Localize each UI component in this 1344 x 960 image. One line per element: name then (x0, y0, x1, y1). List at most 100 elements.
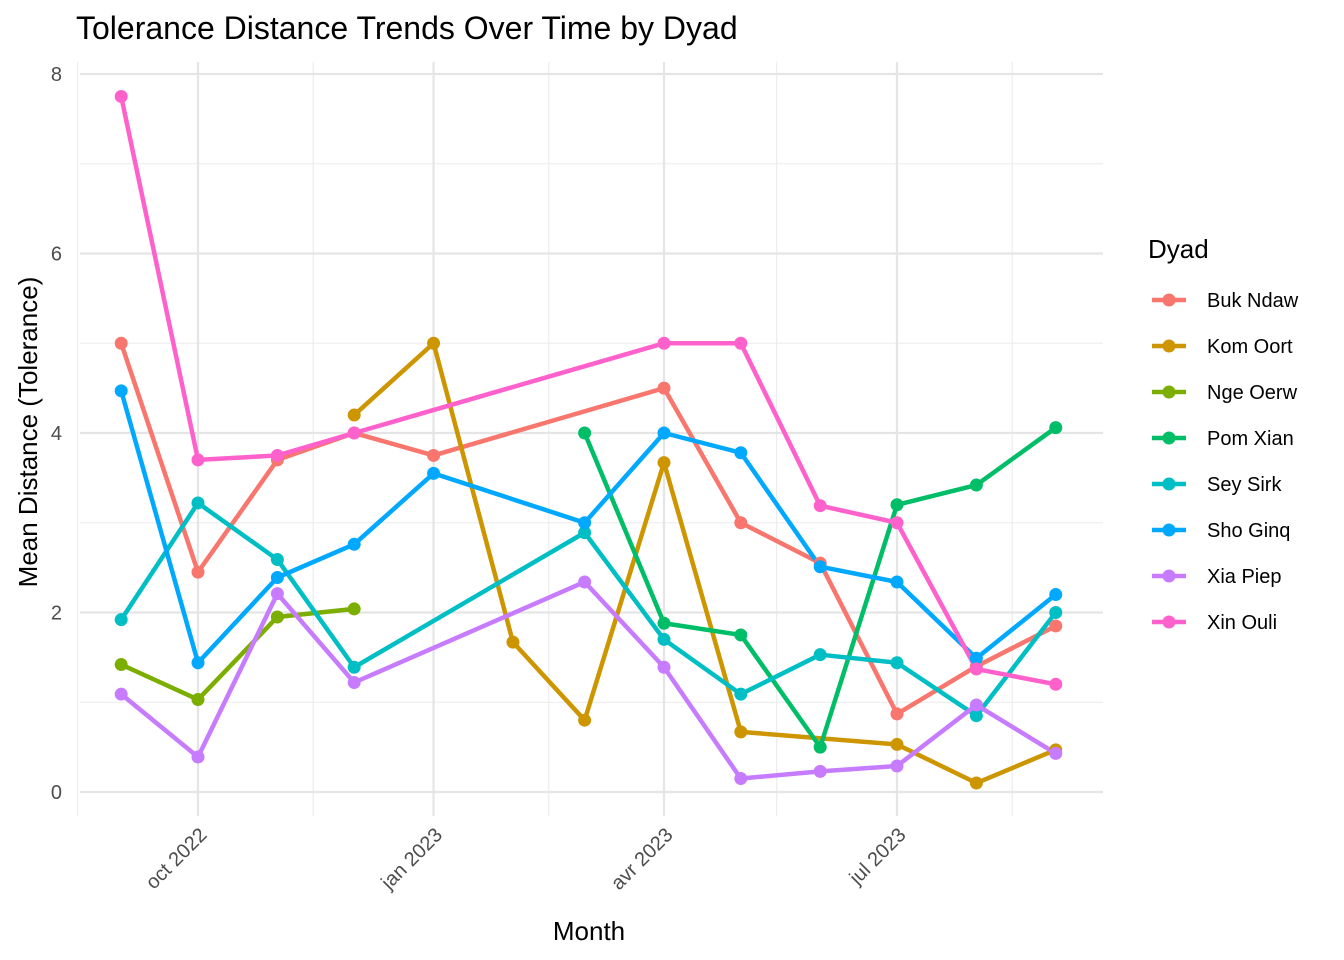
legend-key-point (1162, 431, 1176, 445)
x-tick-label: jul 2023 (845, 824, 911, 890)
data-point (578, 516, 592, 530)
legend-item: Xin Ouli (1152, 612, 1277, 634)
legend-item: Pom Xian (1152, 428, 1294, 450)
data-point (270, 587, 284, 601)
data-point (191, 656, 205, 670)
data-point (657, 381, 671, 395)
data-point (890, 498, 904, 512)
data-point (578, 713, 592, 727)
legend: Dyad Buk Ndaw Kom Oort Nge Oerw Pom Xian Sey… (1148, 234, 1299, 634)
legend-key-point (1162, 523, 1176, 537)
data-point (191, 565, 205, 579)
chart-title: Tolerance Distance Trends Over Time by D… (76, 10, 738, 46)
legend-key-point (1162, 339, 1176, 353)
data-point (969, 709, 983, 723)
y-tick-label: 2 (51, 603, 62, 625)
data-point (1049, 677, 1063, 691)
data-point (734, 446, 748, 460)
x-tick-label: jan 2023 (377, 824, 448, 895)
y-tick-label: 6 (51, 244, 62, 266)
data-point (657, 426, 671, 440)
data-point (813, 560, 827, 574)
data-point (114, 658, 128, 672)
legend-items: Buk Ndaw Kom Oort Nge Oerw Pom Xian Sey Sirk… (1152, 290, 1299, 634)
data-point (813, 648, 827, 662)
legend-label: Xia Piep (1207, 566, 1282, 588)
legend-label: Pom Xian (1207, 428, 1294, 450)
data-point (890, 737, 904, 751)
data-point (191, 750, 205, 764)
x-axis-ticks: oct 2022 jan 2023 avr 2023 jul 2023 (142, 824, 911, 895)
data-point (114, 384, 128, 398)
data-point (969, 478, 983, 492)
x-tick-label: oct 2022 (142, 824, 212, 894)
legend-item: Nge Oerw (1152, 382, 1298, 404)
data-point (506, 635, 520, 649)
data-point (114, 336, 128, 350)
data-point (270, 610, 284, 624)
data-point (191, 693, 205, 707)
series-line (119, 390, 1058, 666)
data-point (657, 616, 671, 630)
legend-label: Sho Ginq (1207, 520, 1290, 542)
data-point (734, 725, 748, 739)
data-point (813, 764, 827, 778)
legend-label: Kom Oort (1207, 336, 1293, 358)
data-point (890, 759, 904, 773)
legend-title: Dyad (1148, 234, 1209, 264)
data-point (578, 575, 592, 589)
legend-item: Buk Ndaw (1152, 290, 1299, 312)
series-lines (118, 95, 1058, 786)
data-point (114, 89, 128, 103)
data-point (969, 651, 983, 665)
legend-key-point (1162, 385, 1176, 399)
data-point (734, 687, 748, 701)
data-point (191, 453, 205, 467)
data-point (657, 632, 671, 646)
x-axis-title: Month (553, 916, 625, 946)
y-tick-label: 0 (51, 782, 62, 804)
data-point (657, 660, 671, 674)
data-point (270, 570, 284, 584)
data-point (578, 526, 592, 540)
legend-key-point (1162, 293, 1176, 307)
series-line (582, 425, 1058, 750)
data-point (890, 707, 904, 721)
data-point (347, 602, 361, 616)
data-point (969, 662, 983, 676)
data-point (427, 336, 441, 350)
series-points (114, 89, 1063, 790)
y-axis-ticks: 0 2 4 6 8 (51, 64, 62, 804)
data-point (969, 698, 983, 712)
data-point (427, 448, 441, 462)
data-point (1049, 619, 1063, 633)
series-line (118, 95, 1057, 687)
data-point (657, 336, 671, 350)
data-point (1049, 588, 1063, 602)
legend-item: Xia Piep (1152, 566, 1282, 588)
data-point (1049, 746, 1063, 760)
legend-item: Sey Sirk (1152, 474, 1282, 496)
data-point (734, 772, 748, 786)
data-point (890, 516, 904, 530)
data-point (191, 496, 205, 510)
data-point (813, 499, 827, 513)
data-point (1049, 421, 1063, 435)
x-tick-label: avr 2023 (607, 824, 678, 895)
data-point (813, 740, 827, 754)
legend-label: Xin Ouli (1207, 612, 1277, 634)
data-point (347, 426, 361, 440)
data-point (347, 676, 361, 690)
data-point (270, 553, 284, 567)
data-point (657, 456, 671, 470)
legend-label: Nge Oerw (1207, 382, 1298, 404)
y-tick-label: 8 (51, 64, 62, 86)
data-point (114, 687, 128, 701)
data-point (270, 448, 284, 462)
data-point (347, 660, 361, 674)
data-point (427, 466, 441, 480)
legend-key-point (1162, 615, 1176, 629)
data-point (734, 336, 748, 350)
legend-key-point (1162, 569, 1176, 583)
